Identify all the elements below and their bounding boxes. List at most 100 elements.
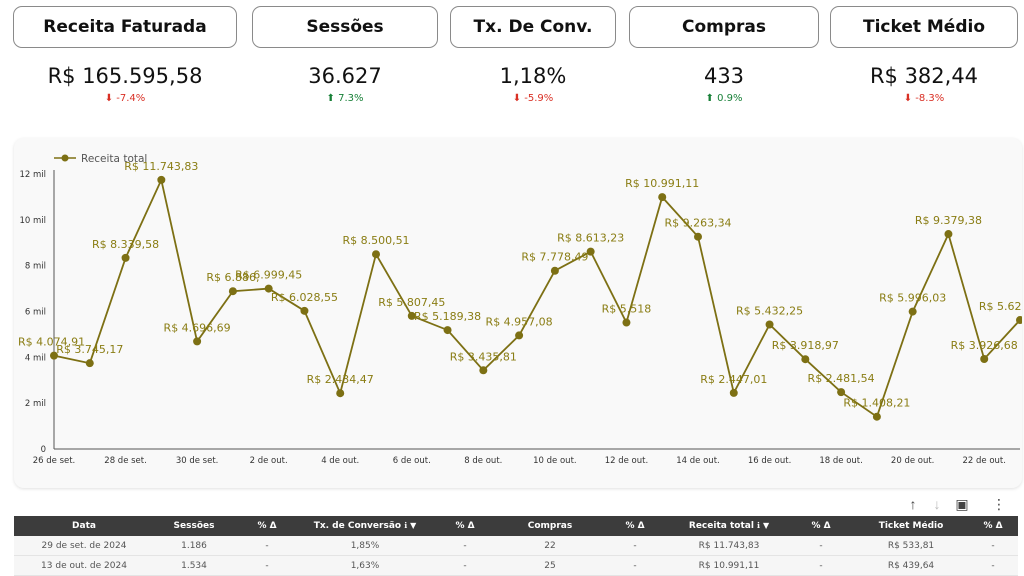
more-options-icon[interactable]: ⋮	[992, 495, 1006, 512]
cell-date: 29 de set. de 2024	[41, 540, 127, 551]
data-point	[121, 253, 130, 262]
data-point	[85, 359, 94, 368]
x-tick-label: 28 de set.	[104, 456, 147, 466]
x-tick-label: 30 de set.	[176, 456, 219, 466]
col-header-date[interactable]: Data	[72, 521, 96, 531]
y-tick-label: 4 mil	[25, 353, 46, 363]
y-tick-label: 8 mil	[25, 262, 46, 272]
cell-date: 13 de out. de 2024	[41, 560, 127, 571]
sort-ascending-icon[interactable]: ↑	[909, 496, 917, 512]
arrow-down-icon: ⬇	[104, 93, 114, 104]
revenue-line-chart: 0 2 mil 4 mil 6 mil 8 mil 10 mil 12 mil 26 de s…	[18, 153, 1022, 466]
data-point	[801, 355, 810, 364]
data-point	[336, 389, 345, 398]
data-point	[515, 331, 524, 340]
kpi-card-revenue-title: Receita Faturada	[13, 6, 237, 48]
cell-delta: -	[991, 540, 995, 551]
col-header-delta[interactable]: % Δ	[455, 521, 475, 531]
revenue-line-chart-card: 0 2 mil 4 mil 6 mil 8 mil 10 mil 12 mil 26 de s…	[14, 138, 1022, 488]
table-row[interactable]: 13 de out. de 2024 1.534 - 1,63% - 25 - …	[14, 556, 1018, 576]
data-point	[550, 266, 559, 275]
arrow-down-icon: ⬇	[512, 93, 522, 104]
data-point	[407, 311, 416, 320]
data-label: R$ 5.807,45	[378, 296, 445, 309]
data-label: R$ 3.435,81	[450, 350, 517, 363]
sort-caret-icon[interactable]: ▼	[762, 521, 770, 530]
data-label: R$ 5.996,03	[879, 292, 946, 305]
kpi-purchases-delta: ⬆ 0.9%	[705, 93, 743, 104]
kpi-ticket-value: R$ 382,44	[869, 64, 979, 88]
x-tick-label: 18 de out.	[819, 456, 862, 466]
col-header-delta[interactable]: % Δ	[257, 521, 277, 531]
kpi-conversion-delta: ⬇ -5.9%	[512, 93, 554, 104]
data-point	[694, 232, 702, 241]
x-tick-label: 12 de out.	[605, 456, 648, 466]
col-header-delta[interactable]: % Δ	[811, 521, 831, 531]
data-label: R$ 2.434,47	[307, 373, 374, 386]
cell-purchases: 25	[544, 560, 556, 571]
kpi-card-sessions-title: Sessões	[252, 6, 438, 48]
table-row[interactable]: 29 de set. de 2024 1.186 - 1,85% - 22 - …	[14, 536, 1018, 556]
data-point	[264, 284, 273, 293]
data-label: R$ 2.481,54	[808, 372, 875, 385]
data-label: R$ 3.745,17	[56, 343, 123, 356]
data-label: R$ 7.778,49	[521, 251, 588, 264]
data-point	[372, 250, 380, 259]
data-label: R$ 4.074,91	[18, 336, 85, 349]
chart-options-icon[interactable]: ▣	[955, 495, 969, 512]
cell-conversion: 1,85%	[350, 540, 380, 551]
data-label: R$ 3.918,97	[772, 339, 839, 352]
x-tick-label: 6 de out.	[393, 456, 431, 466]
data-point	[729, 388, 738, 397]
cell-delta: -	[463, 560, 467, 571]
data-point	[658, 193, 667, 202]
info-icon: ℹ	[756, 521, 760, 530]
x-tick-label: 8 de out.	[464, 456, 502, 466]
data-label: R$ 8.500,51	[342, 234, 409, 247]
x-tick-label: 2 de out.	[250, 456, 288, 466]
data-label: R$ 9.263,34	[664, 217, 731, 230]
data-point	[837, 388, 846, 397]
data-point	[622, 318, 631, 327]
x-tick-label: 16 de out.	[748, 456, 791, 466]
cell-sessions: 1.186	[181, 540, 207, 551]
x-tick-label: 4 de out.	[321, 456, 359, 466]
data-point	[980, 355, 989, 364]
col-header-sessions[interactable]: Sessões	[173, 521, 215, 531]
y-tick-label: 12 mil	[19, 170, 46, 180]
data-label: R$ 5.628,	[979, 300, 1022, 313]
col-header-purchases[interactable]: Compras	[527, 521, 573, 531]
data-label: R$ 6.028,55	[271, 291, 338, 304]
sort-caret-icon[interactable]: ▼	[410, 521, 417, 530]
cell-ticket: R$ 439,64	[887, 560, 935, 571]
data-point	[228, 287, 237, 296]
legend-marker	[61, 154, 69, 162]
sort-descending-icon[interactable]: ↓	[933, 496, 941, 512]
data-label: R$ 8.339,58	[92, 238, 159, 251]
col-header-delta[interactable]: % Δ	[625, 521, 645, 531]
col-header-delta[interactable]: % Δ	[983, 521, 1003, 531]
col-header-revenue[interactable]: Receita total ℹ ▼	[688, 521, 770, 531]
arrow-up-icon: ⬆	[705, 93, 714, 104]
kpi-conversion-value: 1,18%	[499, 64, 567, 88]
data-point	[586, 247, 595, 256]
cell-delta: -	[819, 540, 823, 551]
kpi-card-conversion-title: Tx. De Conv.	[450, 6, 616, 48]
x-tick-label: 10 de out.	[533, 456, 576, 466]
kpi-card-ticket-title: Ticket Médio	[830, 6, 1018, 48]
data-point	[300, 306, 309, 315]
legend-label: Receita total	[81, 153, 147, 165]
cell-delta: -	[633, 560, 637, 571]
x-tick-label: 22 de out.	[962, 456, 1005, 466]
cell-revenue: R$ 11.743,83	[698, 540, 760, 551]
col-header-ticket[interactable]: Ticket Médio	[878, 521, 944, 531]
kpi-sessions-value: 36.627	[308, 64, 382, 88]
kpi-ticket-delta: ⬇ -8.3%	[903, 93, 945, 104]
col-header-conversion[interactable]: Tx. de Conversão ℹ ▼	[313, 521, 417, 531]
data-point	[872, 412, 881, 421]
kpi-card-purchases-title: Compras	[629, 6, 819, 48]
data-point	[479, 366, 488, 375]
data-point	[765, 320, 774, 329]
data-point	[157, 175, 166, 184]
cell-delta: -	[265, 540, 269, 551]
